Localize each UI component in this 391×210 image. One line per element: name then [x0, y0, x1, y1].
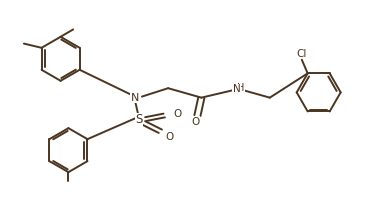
Text: O: O: [165, 132, 174, 142]
Text: O: O: [191, 117, 200, 127]
Text: H: H: [237, 83, 244, 93]
Text: N: N: [233, 84, 240, 94]
Text: N: N: [131, 93, 139, 103]
Text: Cl: Cl: [297, 49, 307, 59]
Text: O: O: [174, 109, 182, 119]
Text: S: S: [135, 113, 142, 126]
